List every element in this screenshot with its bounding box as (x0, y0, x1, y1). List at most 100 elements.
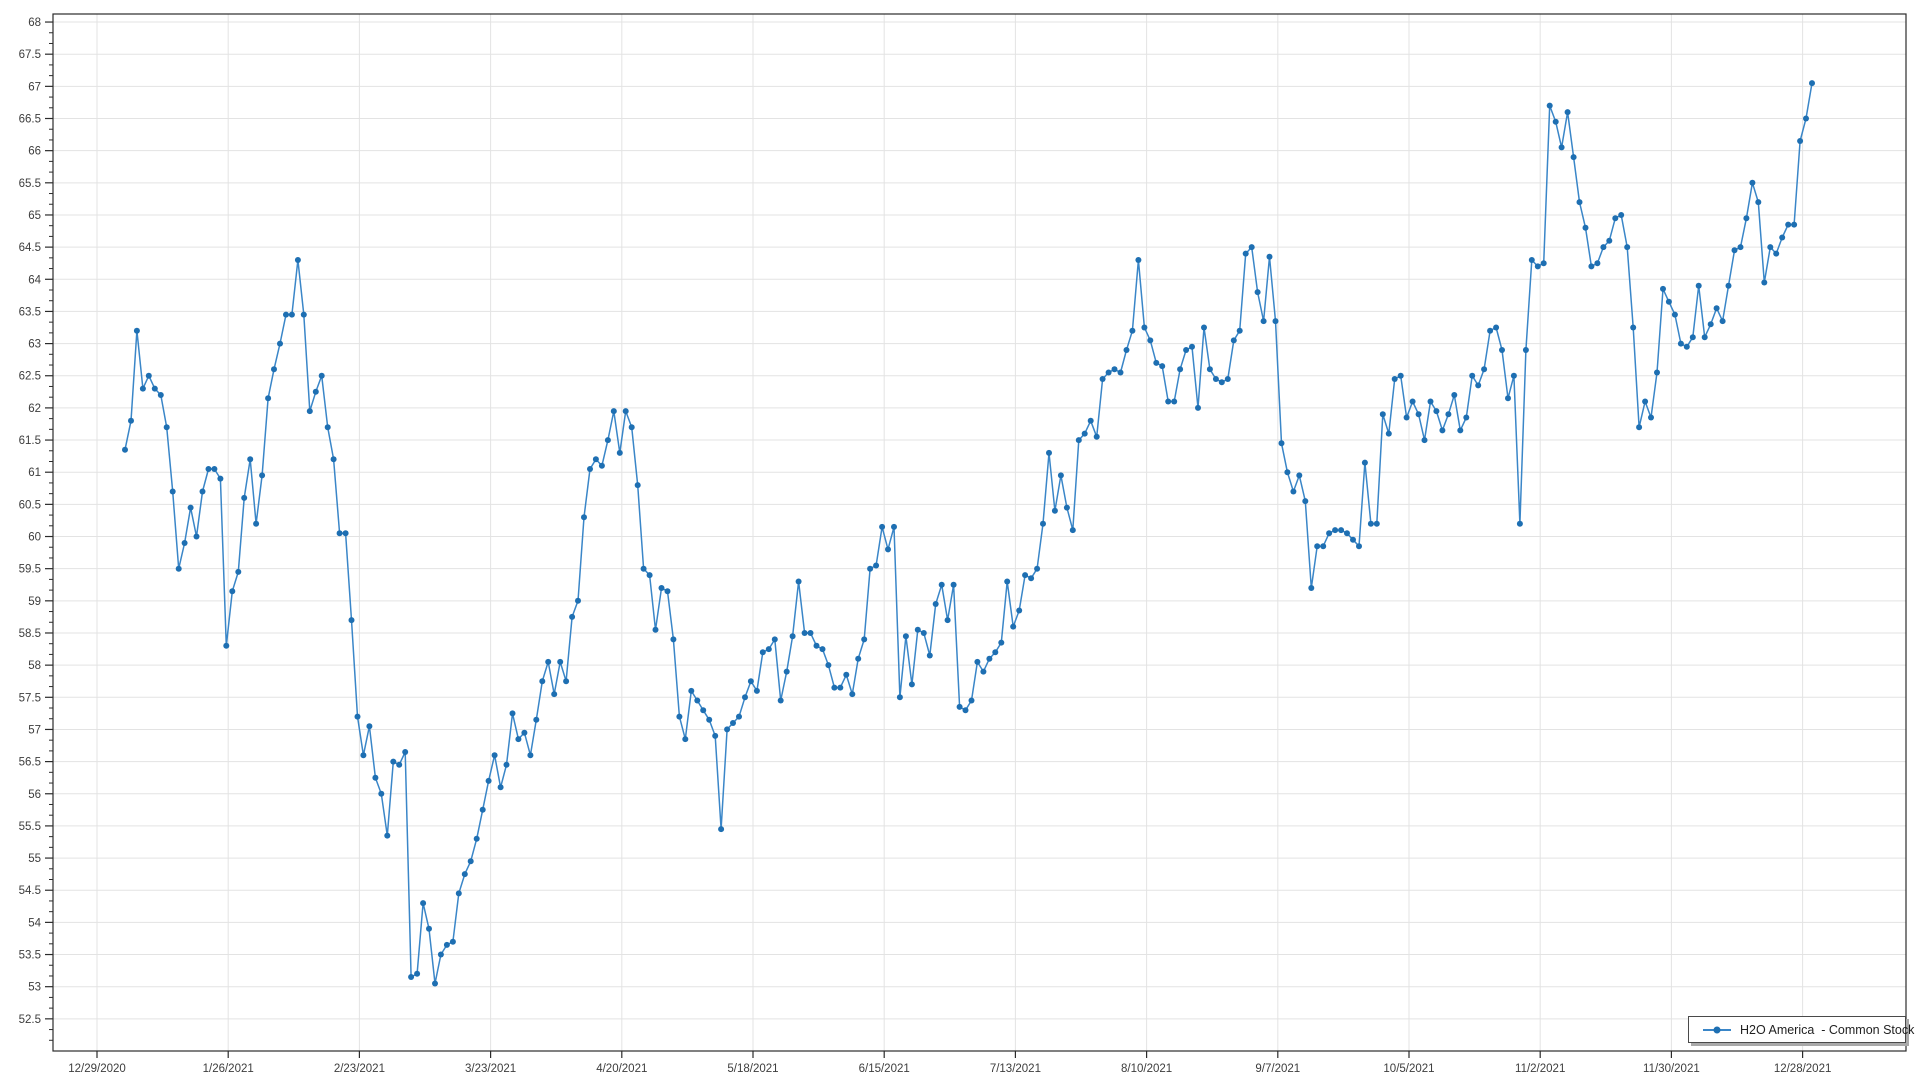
data-point (300, 311, 307, 318)
data-point (1189, 343, 1195, 350)
data-point (831, 684, 838, 691)
data-point (1612, 215, 1619, 222)
data-point (1505, 395, 1511, 402)
data-point (867, 565, 874, 572)
data-point (807, 630, 814, 636)
data-point (479, 806, 486, 813)
x-tick-label: 12/28/2021 (1774, 1063, 1832, 1075)
data-point (336, 530, 343, 537)
data-point (789, 633, 796, 640)
data-point (575, 597, 581, 604)
data-point (801, 630, 808, 636)
data-point (1594, 260, 1601, 267)
data-point (694, 697, 701, 704)
x-tick-label: 4/20/2021 (596, 1063, 647, 1075)
data-point (1481, 366, 1488, 373)
data-point (455, 890, 462, 897)
data-point (390, 758, 397, 765)
data-point (1105, 369, 1112, 376)
data-point (742, 694, 748, 701)
data-point (1564, 109, 1571, 116)
data-point (1803, 115, 1809, 122)
data-point (259, 472, 266, 479)
data-point (1469, 372, 1476, 379)
data-point (628, 424, 635, 431)
data-point (1135, 257, 1142, 263)
data-point (1314, 543, 1321, 550)
data-point (640, 565, 647, 572)
data-point (587, 466, 593, 472)
data-point (1773, 250, 1780, 257)
data-point (1147, 337, 1154, 344)
y-tick-label: 67.5 (19, 49, 41, 61)
data-point (1087, 417, 1094, 424)
series-line (124, 82, 1813, 985)
x-tick-label: 11/30/2021 (1643, 1063, 1700, 1075)
data-point (1206, 366, 1213, 373)
data-point (1630, 324, 1637, 331)
data-point (736, 713, 742, 720)
data-point (1439, 427, 1446, 434)
y-tick-label: 52.5 (19, 1014, 41, 1026)
data-point (1493, 324, 1500, 331)
data-point (348, 617, 355, 624)
data-point (718, 826, 725, 833)
legend: H2O America - Common Stock (1688, 1016, 1914, 1043)
data-point (330, 456, 337, 463)
data-point (283, 311, 289, 318)
data-point (1636, 424, 1643, 431)
data-point (1218, 379, 1225, 386)
data-point (1809, 80, 1815, 87)
data-point (306, 408, 313, 415)
y-tick-label: 55 (28, 853, 41, 865)
y-tick-label: 61 (28, 467, 41, 479)
data-point (1516, 520, 1523, 527)
data-point (1427, 398, 1434, 405)
data-point (461, 871, 468, 878)
data-point (1522, 347, 1529, 353)
y-tick-label: 63.5 (19, 306, 41, 318)
data-point (873, 562, 880, 569)
data-point (1153, 359, 1160, 366)
data-point (610, 408, 617, 415)
data-point (217, 475, 224, 482)
data-point (509, 710, 516, 717)
y-axis: 68 67.5 67 66.5 66 65.5 65 64.5 64 63.5 63 62.5 62 61… (19, 17, 53, 1041)
data-point (908, 681, 915, 688)
data-point (1475, 382, 1482, 389)
data-point (962, 707, 969, 714)
data-point (1433, 408, 1440, 415)
data-point (1463, 414, 1470, 421)
data-point (491, 752, 498, 759)
data-point (318, 372, 325, 379)
data-point (503, 761, 510, 768)
data-point (563, 678, 570, 685)
data-point (1117, 369, 1124, 376)
data-point (1576, 199, 1583, 206)
data-point (759, 649, 766, 656)
data-point (181, 540, 188, 546)
data-point (765, 646, 772, 653)
data-point (1165, 398, 1172, 405)
data-point (402, 749, 409, 755)
data-point (1677, 340, 1684, 347)
y-tick-label: 62.5 (19, 371, 41, 383)
y-tick-label: 63 (28, 339, 41, 351)
data-point (1361, 459, 1368, 466)
y-tick-label: 64 (28, 274, 41, 286)
data-point (372, 774, 379, 781)
data-point (1290, 488, 1297, 495)
data-point (950, 581, 957, 588)
data-point (1546, 102, 1553, 109)
data-point (551, 691, 558, 698)
data-point (1415, 411, 1422, 418)
data-point (944, 617, 951, 624)
data-point (891, 523, 897, 530)
data-point (974, 658, 981, 665)
data-point (753, 687, 760, 694)
data-point (205, 466, 212, 472)
data-point (1248, 244, 1255, 251)
y-tick-label: 53.5 (19, 950, 41, 962)
data-point (1385, 430, 1392, 437)
